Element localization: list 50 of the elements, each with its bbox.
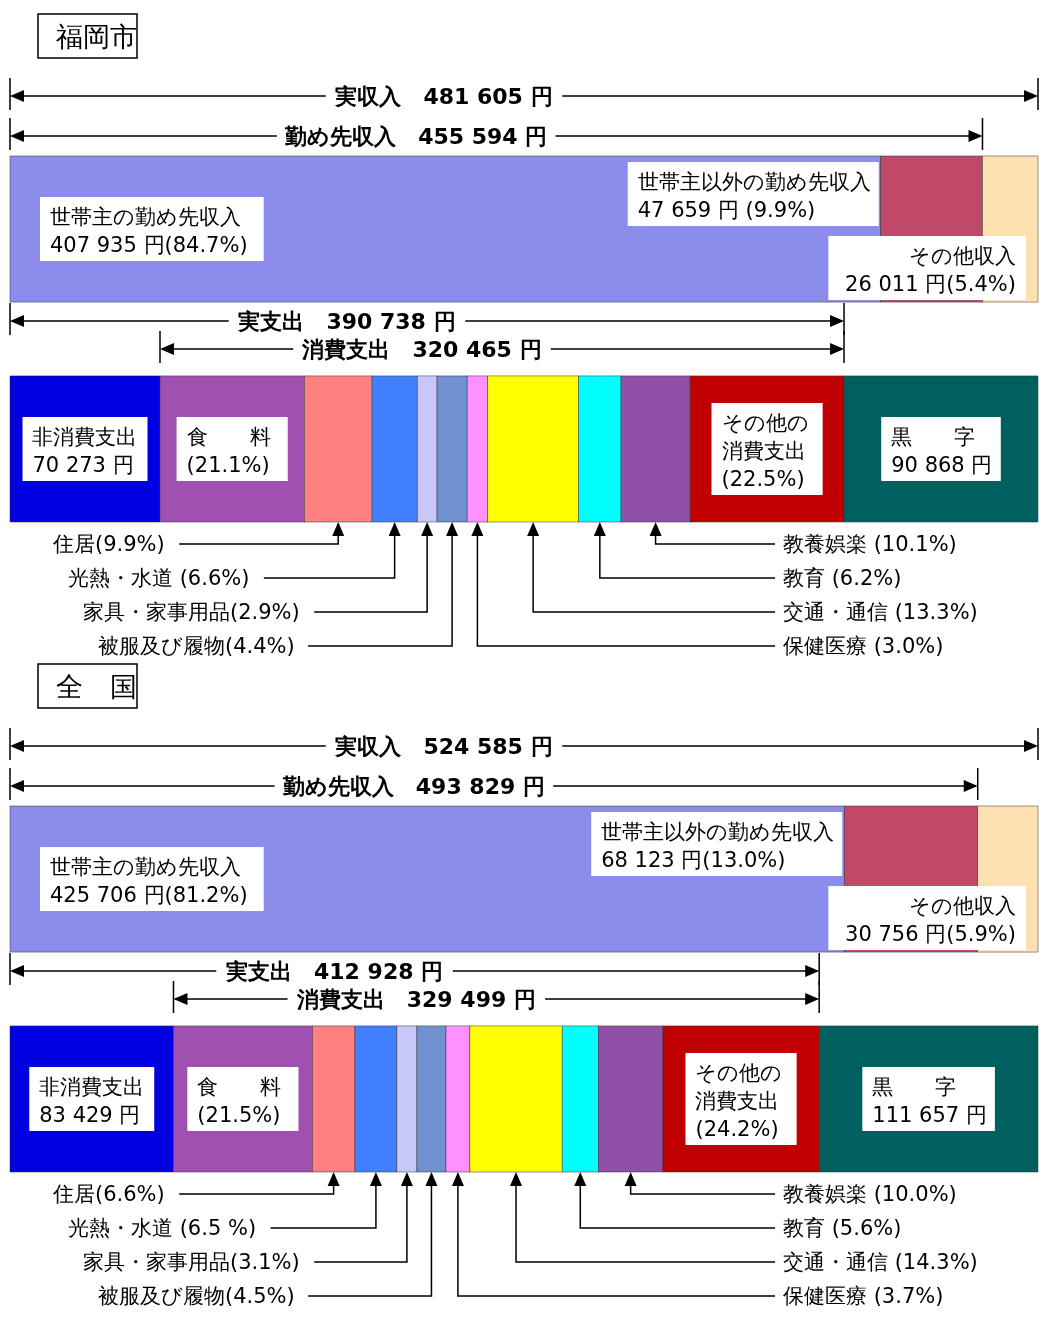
text: 教育 (5.6%) — [783, 1216, 902, 1240]
text: 実収入 481 605 円 — [334, 84, 553, 109]
text: 保健医療 (3.7%) — [783, 1284, 944, 1308]
data-label: 47 659 円 (9.9%) — [637, 198, 816, 222]
data-label: 407 935 円(84.7%) — [50, 233, 248, 258]
text: 実収入 524 585 円 — [334, 734, 553, 759]
text: 教養娯楽 (10.1%) — [783, 532, 957, 556]
series-label: その他収入 — [909, 244, 1016, 269]
series-label: 食 料(21.1%) — [186, 424, 271, 477]
annotation: 勤め先収入 455 594 円 — [284, 124, 548, 149]
text: 被服及び履物(4.4%) — [98, 634, 295, 658]
annotation: 実支出 390 738 円 — [237, 308, 456, 334]
chart-title: 全 国 — [56, 671, 137, 702]
text: 教養娯楽 (10.0%) — [783, 1182, 957, 1206]
text: 保健医療 (3.0%) — [783, 634, 944, 658]
series-label: 世帯主以外の勤め先収入 — [601, 820, 835, 844]
text: 教育 (6.2%) — [783, 566, 902, 590]
series-label: 世帯主の勤め先収入 — [50, 205, 241, 230]
series-label: 世帯主の勤め先収入 — [50, 855, 241, 880]
text: 交通・通信 (14.3%) — [783, 1250, 978, 1274]
text: 交通・通信 (13.3%) — [783, 600, 978, 624]
series-label: 食 料(21.5%) — [197, 1074, 282, 1127]
series-label: 非消費支出 — [39, 1074, 145, 1099]
series-label: 非消費支出 — [32, 424, 138, 449]
data-label: 26 011 円(5.4%) — [845, 272, 1016, 297]
text: 家具・家事用品(2.9%) — [83, 600, 300, 624]
data-label: 30 756 円(5.9%) — [845, 922, 1016, 947]
series-label: その他の消費支出(22.5%) — [721, 410, 809, 491]
text: 住居(9.9%) — [52, 532, 165, 556]
data-label: 70 273 円 — [32, 452, 134, 477]
series-label: 世帯主以外の勤め先収入 — [637, 170, 871, 194]
chart-title: 福岡市 — [56, 21, 137, 52]
annotation: 消費支出 329 499 円 — [295, 986, 536, 1012]
text: 光熱・水道 (6.5 %) — [68, 1216, 257, 1240]
text: 住居(6.6%) — [52, 1182, 165, 1206]
data-label: 68 123 円(13.0%) — [601, 848, 786, 872]
text: 被服及び履物(4.5%) — [98, 1284, 295, 1308]
annotation: 勤め先収入 493 829 円 — [281, 774, 545, 799]
series-label: その他収入 — [909, 894, 1016, 919]
text: 光熱・水道 (6.6%) — [68, 566, 250, 590]
text: 家具・家事用品(3.1%) — [83, 1250, 300, 1274]
series-label: 黒 字 — [891, 424, 976, 449]
data-label: 83 429 円 — [39, 1102, 141, 1127]
data-label: 90 868 円 — [891, 452, 993, 477]
annotation: 消費支出 320 465 円 — [301, 336, 542, 362]
annotation: 実支出 412 928 円 — [225, 958, 444, 984]
data-label: 425 706 円(81.2%) — [50, 883, 248, 908]
series-label: その他の消費支出(24.2%) — [695, 1060, 783, 1141]
data-label: 111 657 円 — [872, 1102, 987, 1127]
series-label: 黒 字 — [872, 1074, 957, 1099]
